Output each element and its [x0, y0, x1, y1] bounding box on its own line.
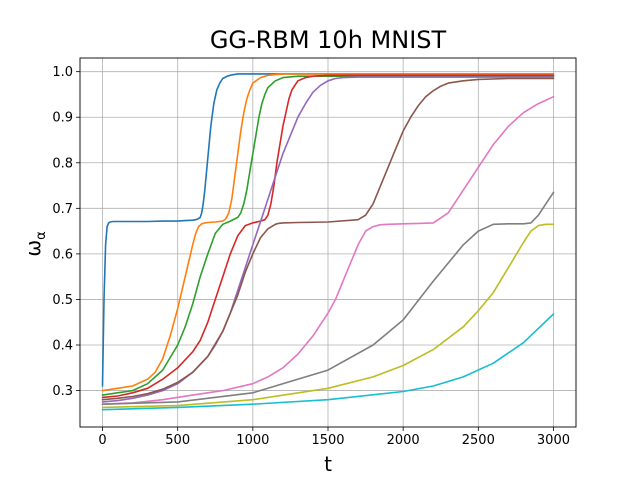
y-tick-label: 0.5 [52, 293, 73, 308]
series-lines [101, 73, 555, 411]
x-tick-label: 3000 [537, 433, 570, 448]
y-tick-label: 0.4 [52, 339, 73, 354]
series-line-8 [101, 191, 555, 406]
chart-title: GG-RBM 10h MNIST [210, 26, 447, 54]
series-line-6 [101, 77, 555, 401]
x-tick-label: 1500 [311, 433, 344, 448]
y-axis-label-subscript: α [34, 231, 49, 240]
axis-ticks: 0 500 1000 1500 2000 2500 3000 0.3 0.4 0.5 0.6 0.7 0… [52, 65, 570, 448]
series-line-1 [101, 73, 555, 387]
x-tick-label: 1000 [236, 433, 269, 448]
series-line-10 [101, 313, 555, 411]
y-tick-label: 1.0 [52, 65, 73, 80]
x-tick-label: 500 [165, 433, 190, 448]
series-line-4 [101, 74, 555, 399]
y-axis-label: ωα [21, 231, 49, 256]
x-tick-label: 2000 [387, 433, 420, 448]
y-tick-label: 0.9 [52, 111, 73, 126]
y-tick-label: 0.6 [52, 247, 73, 262]
x-axis-label: t [324, 452, 332, 476]
y-axis-label-main: ω [21, 240, 45, 257]
y-tick-label: 0.7 [52, 202, 73, 217]
y-tick-label: 0.3 [52, 384, 73, 399]
x-tick-label: 2500 [462, 433, 495, 448]
series-line-5 [101, 76, 555, 403]
series-line-2 [101, 73, 555, 392]
y-tick-label: 0.8 [52, 156, 73, 171]
series-line-3 [101, 75, 555, 396]
series-line-9 [101, 223, 555, 409]
x-tick-label: 0 [98, 433, 106, 448]
series-line-7 [101, 95, 555, 406]
